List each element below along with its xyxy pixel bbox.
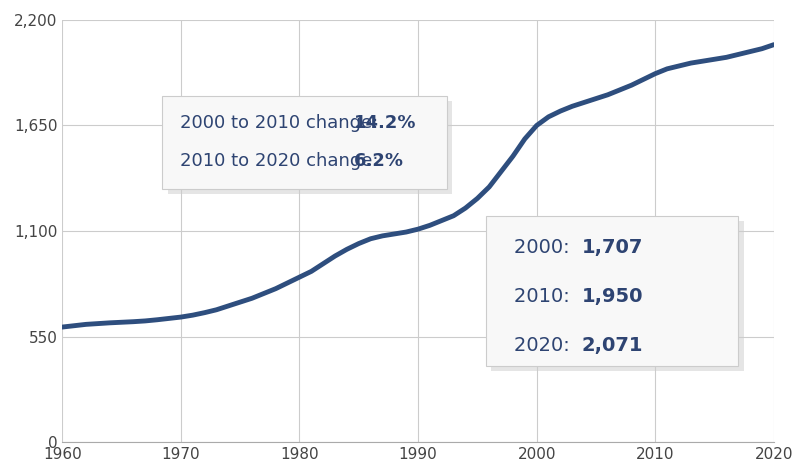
Text: 2010:: 2010:	[514, 287, 576, 306]
Text: 2000:: 2000:	[514, 238, 576, 258]
Text: 1,950: 1,950	[582, 287, 643, 306]
FancyBboxPatch shape	[162, 96, 446, 189]
Text: 1,707: 1,707	[582, 238, 643, 258]
Text: 6.2%: 6.2%	[354, 152, 404, 170]
Text: 14.2%: 14.2%	[354, 114, 416, 132]
Text: 2020:: 2020:	[514, 336, 576, 355]
FancyBboxPatch shape	[168, 101, 452, 194]
FancyBboxPatch shape	[491, 221, 744, 371]
Text: 2010 to 2020 change:: 2010 to 2020 change:	[180, 152, 384, 170]
Text: 2000 to 2010 change:: 2000 to 2010 change:	[180, 114, 383, 132]
FancyBboxPatch shape	[486, 216, 738, 366]
Text: 2,071: 2,071	[582, 336, 643, 355]
